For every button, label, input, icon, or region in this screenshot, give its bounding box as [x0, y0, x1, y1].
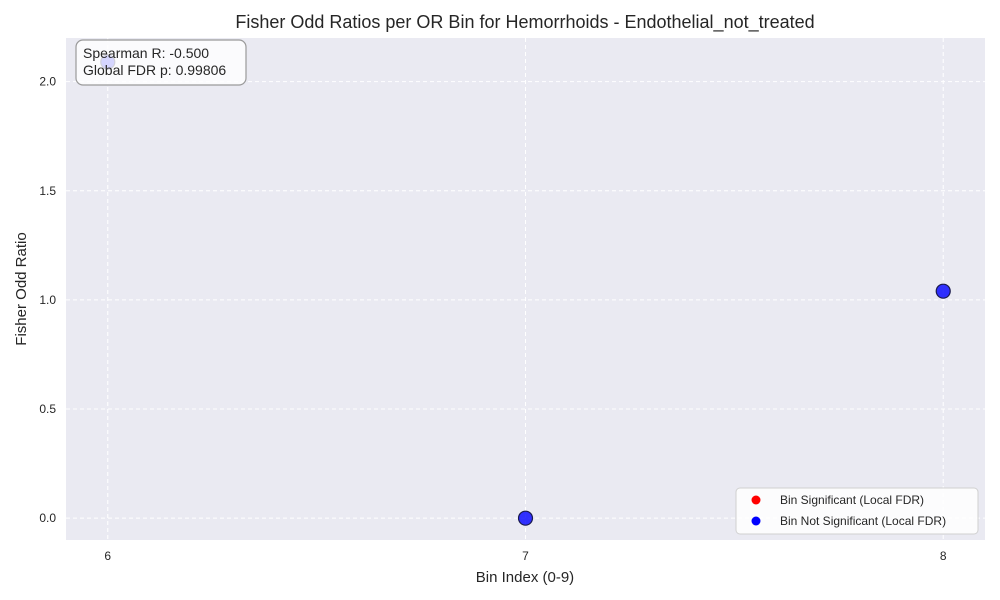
stats-spearman: Spearman R: -0.500	[83, 45, 209, 61]
stats-annotation: Spearman R: -0.500 Global FDR p: 0.99806	[75, 39, 247, 86]
legend-marker-not-significant	[751, 516, 761, 526]
y-tick-label: 1.5	[39, 184, 56, 198]
chart-title: Fisher Odd Ratios per OR Bin for Hemorrh…	[235, 12, 814, 33]
x-tick-label: 6	[104, 549, 111, 563]
plot-area	[66, 38, 985, 540]
x-axis-label: Bin Index (0-9)	[476, 569, 574, 586]
y-tick-label: 1.0	[39, 293, 56, 307]
y-tick-label: 0.0	[39, 511, 56, 525]
x-tick-label: 8	[940, 549, 947, 563]
legend-marker-significant	[751, 495, 761, 505]
legend-label-significant: Bin Significant (Local FDR)	[780, 493, 924, 507]
not-significant-point	[517, 510, 534, 526]
y-tick-label: 0.5	[39, 402, 56, 416]
legend: Bin Significant (Local FDR) Bin Not Sign…	[735, 487, 979, 535]
x-tick-labels: 6 7 8	[104, 549, 946, 563]
stats-box	[75, 39, 247, 86]
legend-label-not-significant: Bin Not Significant (Local FDR)	[780, 514, 946, 528]
y-tick-labels: 0.0 0.5 1.0 1.5 2.0	[39, 75, 56, 526]
x-tick-label: 7	[522, 549, 529, 563]
y-axis-label: Fisher Odd Ratio	[13, 232, 30, 345]
legend-box	[735, 487, 979, 535]
stats-fdr: Global FDR p: 0.99806	[83, 62, 226, 78]
not-significant-point	[935, 283, 951, 299]
y-tick-label: 2.0	[39, 75, 56, 89]
